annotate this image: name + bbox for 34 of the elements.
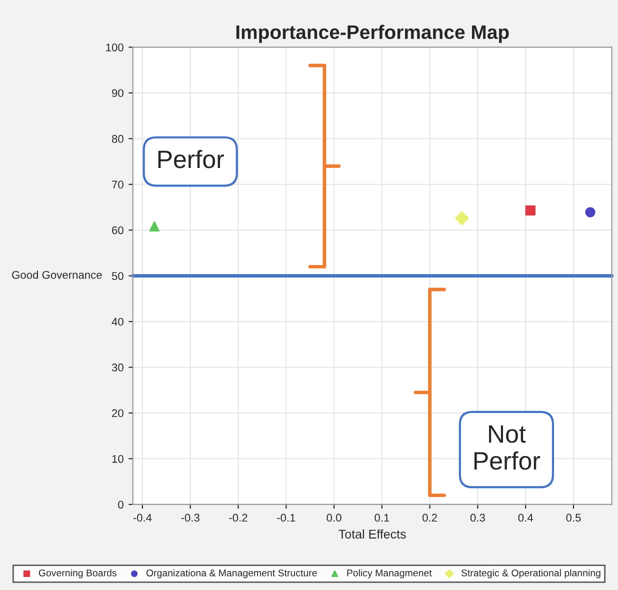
annotation: Not Perfor	[474, 425, 540, 470]
y-tick-label: 70	[112, 180, 124, 189]
legend-label: Organizationa & Management Structure	[146, 569, 317, 578]
x-tick-label: 0.5	[566, 514, 581, 522]
y-tick-label: 0	[118, 500, 124, 509]
legend-label: Policy Managmenet	[347, 569, 432, 578]
point	[149, 221, 160, 232]
x-tick-label: 0.3	[470, 514, 485, 522]
x-tick-label: 0.0	[326, 514, 342, 522]
y-tick-label: 80	[112, 134, 124, 143]
y-tick-label: 60	[112, 226, 124, 234]
x-tick-label: -0.4	[133, 514, 152, 522]
x-axis-title: Total Effects	[338, 529, 406, 539]
point	[455, 211, 469, 226]
x-tick-label: 0.2	[422, 514, 437, 522]
x-tick-label: -0.3	[181, 514, 200, 522]
y-tick-label: 90	[112, 89, 124, 98]
y-tick-label: 50	[112, 272, 124, 280]
point	[525, 205, 536, 216]
chart-title: Importance-Performance Map	[236, 24, 509, 43]
point	[585, 207, 596, 218]
y-tick-label: 100	[106, 43, 124, 52]
x-tick-label: -0.2	[229, 514, 248, 522]
legend-label: Governing Boards	[38, 569, 116, 578]
ref-line-label: Good Governance	[12, 270, 102, 279]
y-tick-label: 40	[112, 318, 124, 326]
annotation: Perfor	[158, 150, 224, 168]
y-tick-label: 20	[112, 409, 124, 418]
y-tick-label: 30	[112, 364, 124, 372]
legend-label: Strategic & Operational planning	[461, 569, 600, 578]
x-tick-label: -0.1	[277, 514, 296, 522]
y-tick-label: 10	[112, 454, 124, 463]
x-tick-label: 0.1	[374, 514, 390, 522]
x-tick-label: 0.4	[518, 514, 534, 522]
